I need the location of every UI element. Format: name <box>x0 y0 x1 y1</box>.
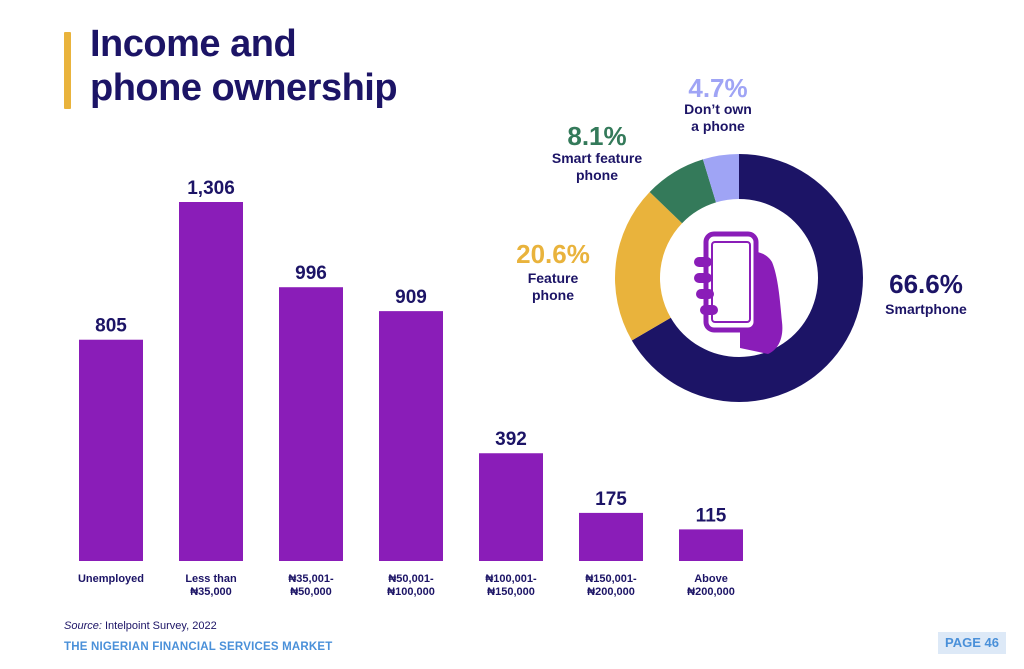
bar-category-label: ₦50,001- <box>388 573 434 585</box>
bar-value-label: 115 <box>696 505 727 526</box>
bar-value-label: 392 <box>495 429 527 450</box>
source-text: Intelpoint Survey, 2022 <box>101 620 217 632</box>
donut-slice <box>631 154 863 402</box>
slice-name-label: Smartphone <box>885 301 967 317</box>
donut-slice <box>615 191 683 341</box>
bar-value-label: 175 <box>595 489 627 510</box>
bar <box>379 311 443 561</box>
hand-holding-phone-icon <box>694 231 783 354</box>
bar-value-label: 805 <box>95 316 127 337</box>
bar-category-label: ₦50,000 <box>290 586 332 598</box>
page-number-badge: PAGE 46 <box>938 632 1006 654</box>
source-prefix: Source: <box>64 620 102 632</box>
slice-name-label: Don’t own <box>684 101 752 117</box>
donut-slice <box>702 154 739 203</box>
slice-name-label: a phone <box>691 118 745 134</box>
bar <box>279 287 343 561</box>
bar <box>179 202 243 561</box>
bar-category-label: ₦200,000 <box>687 586 735 598</box>
bar-value-label: 996 <box>295 263 327 284</box>
title-accent-bar <box>64 32 71 109</box>
bar-category-label: Above <box>694 573 728 585</box>
slice-percent-label: 20.6% <box>516 239 590 269</box>
bar-category-label: ₦100,001- <box>485 573 537 585</box>
bar-value-label: 909 <box>395 287 427 308</box>
slice-percent-label: 8.1% <box>567 121 626 151</box>
bar <box>679 529 743 561</box>
bar-category-label: ₦100,000 <box>387 586 435 598</box>
donut-slice <box>649 159 717 224</box>
bar-category-label: ₦200,000 <box>587 586 635 598</box>
slice-name-label: phone <box>532 287 574 303</box>
bar-category-label: ₦150,001- <box>585 573 637 585</box>
bar-value-label: 1,306 <box>187 178 235 199</box>
source-note: Source: Intelpoint Survey, 2022 <box>64 620 217 632</box>
page-title: Income and phone ownership <box>90 22 398 110</box>
publication-name: THE NIGERIAN FINANCIAL SERVICES MARKET <box>64 641 333 653</box>
slice-name-label: phone <box>576 167 618 183</box>
slice-percent-label: 4.7% <box>688 73 747 103</box>
bar-category-label: ₦35,000 <box>190 586 232 598</box>
bar-category-label: ₦150,000 <box>487 586 535 598</box>
title-line-1: Income and <box>90 23 297 65</box>
bar <box>479 453 543 561</box>
bar <box>579 512 643 561</box>
title-line-2: phone ownership <box>90 67 398 109</box>
bar-category-label: Unemployed <box>78 573 144 585</box>
slice-name-label: Smart feature <box>552 150 642 166</box>
slice-name-label: Feature <box>528 270 579 286</box>
bar-category-label: Less than <box>185 573 237 585</box>
bar-category-label: ₦35,001- <box>288 573 334 585</box>
bar <box>79 339 143 561</box>
slice-percent-label: 66.6% <box>889 269 963 299</box>
